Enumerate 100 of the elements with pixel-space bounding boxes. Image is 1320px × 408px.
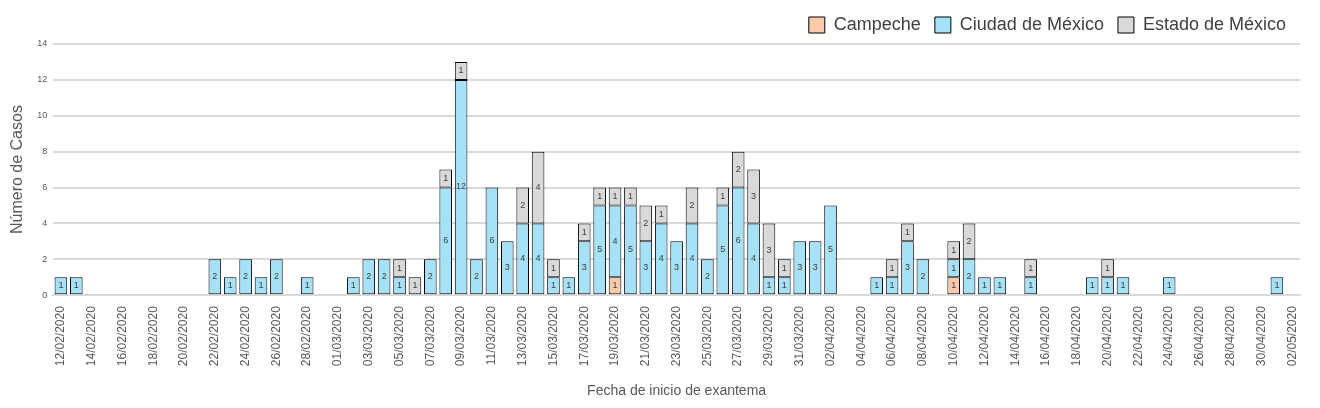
data-label: 3 (643, 262, 649, 273)
data-label: 1 (1105, 280, 1111, 291)
y-tick-label: 12 (37, 74, 48, 85)
x-tick-label: 11/03/2020 (484, 305, 499, 366)
x-tick-label: 12/02/2020 (53, 305, 68, 367)
x-tick-label: 13/03/2020 (514, 305, 529, 367)
x-tick-label: 18/02/2020 (145, 305, 160, 367)
data-label: 2 (474, 271, 480, 282)
data-label: 4 (520, 253, 526, 264)
data-label: 1 (951, 262, 957, 273)
data-label: 2 (520, 199, 526, 210)
x-tick-label: 28/04/2020 (1223, 305, 1238, 367)
x-tick-label: 06/04/2020 (884, 305, 899, 367)
data-label: 1 (73, 280, 79, 291)
data-label: 1 (412, 280, 418, 291)
data-label: 1 (350, 280, 356, 291)
data-label: 1 (597, 190, 603, 201)
data-label: 1 (550, 280, 556, 291)
x-tick-label: 25/03/2020 (699, 305, 714, 367)
x-tick-label: 20/02/2020 (176, 305, 191, 367)
data-label: 1 (227, 280, 233, 291)
x-tick-label: 28/02/2020 (299, 305, 314, 367)
data-label: 1 (458, 65, 464, 76)
x-tick-label: 29/03/2020 (761, 305, 776, 367)
data-label: 4 (658, 253, 664, 264)
data-label: 1 (1120, 280, 1126, 291)
data-label: 12 (456, 181, 467, 192)
data-label: 1 (397, 262, 403, 273)
data-label: 1 (1028, 280, 1034, 291)
data-label: 1 (612, 280, 618, 291)
data-label: 1 (951, 244, 957, 255)
data-label: 5 (627, 244, 633, 255)
data-label: 1 (581, 226, 587, 237)
data-label: 2 (212, 271, 218, 282)
data-label: 4 (535, 181, 541, 192)
y-tick-label: 4 (42, 217, 48, 228)
data-label: 4 (689, 253, 695, 264)
data-label: 2 (704, 271, 710, 282)
data-label: 2 (381, 271, 387, 282)
x-tick-label: 10/04/2020 (945, 305, 960, 367)
data-label: 3 (581, 262, 587, 273)
data-label: 1 (658, 208, 664, 219)
data-label: 2 (966, 271, 972, 282)
data-label: 1 (612, 190, 618, 201)
x-tick-label: 22/04/2020 (1130, 305, 1145, 367)
x-tick-label: 26/04/2020 (1192, 305, 1207, 367)
x-tick-label: 03/03/2020 (361, 305, 376, 367)
y-tick-label: 6 (42, 181, 48, 192)
x-tick-label: 05/03/2020 (391, 305, 406, 367)
data-label: 2 (243, 271, 249, 282)
data-label: 3 (797, 262, 803, 273)
data-label: 3 (504, 262, 510, 273)
x-tick-label: 15/03/2020 (545, 305, 560, 367)
data-label: 5 (828, 244, 834, 255)
x-tick-label: 14/04/2020 (1007, 305, 1022, 367)
data-label: 3 (812, 262, 818, 273)
data-label: 1 (781, 280, 787, 291)
data-label: 1 (981, 280, 987, 291)
x-tick-label: 27/03/2020 (730, 305, 745, 367)
x-tick-label: 12/04/2020 (976, 305, 991, 367)
data-label: 4 (612, 235, 618, 246)
data-label: 1 (889, 262, 895, 273)
data-label: 2 (689, 199, 695, 210)
data-label: 1 (397, 280, 403, 291)
y-tick-label: 14 (37, 38, 48, 49)
x-tick-label: 04/04/2020 (853, 305, 868, 367)
data-label: 1 (627, 190, 633, 201)
x-tick-label: 18/04/2020 (1069, 305, 1084, 367)
data-label: 1 (566, 280, 572, 291)
x-tick-label: 07/03/2020 (422, 305, 437, 367)
x-tick-label: 30/04/2020 (1253, 305, 1268, 367)
legend-label: Campeche (833, 13, 921, 34)
data-label: 1 (951, 280, 957, 291)
data-label: 3 (766, 244, 772, 255)
y-axis-title: Número de Casos (8, 105, 26, 235)
data-label: 2 (920, 271, 926, 282)
data-label: 1 (874, 280, 880, 291)
data-label: 1 (1166, 280, 1172, 291)
x-tick-label: 16/02/2020 (114, 305, 129, 367)
data-label: 1 (58, 280, 64, 291)
x-tick-label: 23/03/2020 (668, 305, 683, 367)
y-tick-label: 8 (42, 146, 48, 157)
x-tick-label: 02/04/2020 (822, 305, 837, 367)
x-tick-label: 21/03/2020 (638, 305, 653, 367)
data-label: 1 (258, 280, 264, 291)
y-tick-label: 10 (37, 110, 48, 121)
data-label: 5 (720, 244, 726, 255)
x-tick-label: 17/03/2020 (576, 305, 591, 367)
data-label: 6 (443, 235, 449, 246)
data-label: 6 (735, 235, 741, 246)
x-tick-label: 16/04/2020 (1038, 305, 1053, 367)
data-label: 2 (643, 217, 649, 228)
data-label: 4 (535, 253, 541, 264)
data-label: 1 (1274, 280, 1280, 291)
legend-label: Ciudad de México (959, 13, 1104, 34)
data-label: 1 (1028, 262, 1034, 273)
y-tick-label: 0 (42, 289, 48, 300)
x-tick-label: 31/03/2020 (792, 305, 807, 367)
data-label: 1 (443, 173, 449, 184)
data-label: 1 (904, 226, 910, 237)
